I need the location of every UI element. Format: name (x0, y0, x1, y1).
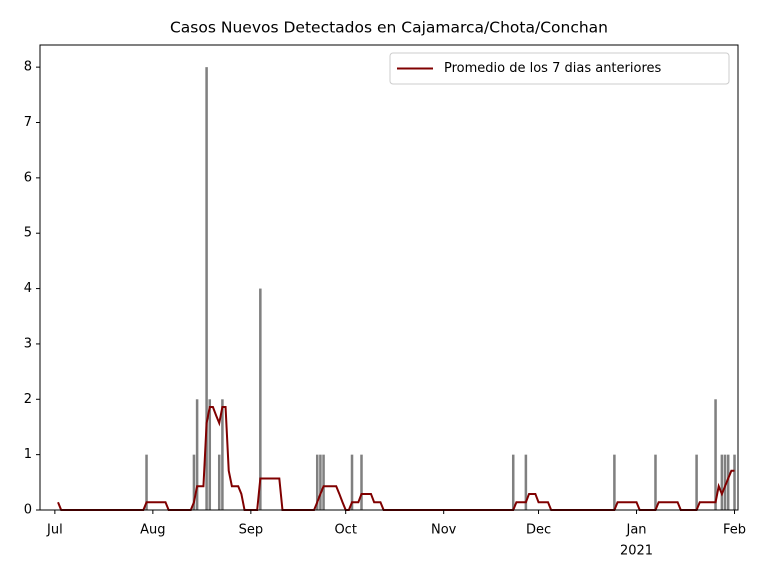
x-tick-label: Sep (239, 523, 264, 538)
x-tick-label: Oct (334, 523, 356, 538)
bar (360, 454, 363, 510)
bar (221, 399, 224, 510)
x-tick-label: Aug (140, 523, 165, 538)
bar (511, 454, 515, 510)
bar (695, 454, 698, 510)
legend-box (389, 52, 730, 85)
bar (192, 454, 196, 510)
bar (195, 399, 199, 510)
y-tick-label: 6 (24, 170, 32, 185)
bar (723, 454, 727, 510)
bar (654, 454, 657, 510)
bar (726, 454, 730, 510)
bar (720, 454, 724, 510)
bar (145, 454, 148, 510)
bar (208, 399, 212, 510)
y-tick-label: 3 (24, 336, 32, 351)
chart-title: Casos Nuevos Detectados en Cajamarca/Cho… (170, 19, 608, 37)
bar (322, 454, 325, 510)
x-tick-label: Jul (46, 523, 63, 538)
y-tick-label: 0 (24, 503, 32, 518)
y-tick-label: 5 (24, 226, 32, 241)
x-tick-label: Nov (431, 523, 457, 538)
bar (613, 454, 616, 510)
bar (714, 399, 717, 510)
bar (217, 454, 221, 510)
bar (315, 454, 319, 510)
y-tick-label: 4 (24, 281, 32, 296)
bar (733, 454, 736, 510)
plot-frame (39, 44, 739, 511)
x-tick-label: Feb (723, 523, 746, 538)
legend-label: Promedio de los 7 dias anteriores (444, 61, 661, 76)
bar (319, 454, 322, 510)
legend: Promedio de los 7 dias anteriores (389, 52, 730, 85)
y-tick-label: 1 (24, 447, 32, 462)
y-tick-label: 7 (24, 115, 32, 130)
bar (350, 454, 354, 510)
bar (205, 67, 208, 511)
x-tick-offset: 2021 (620, 544, 653, 559)
y-tick-label: 8 (24, 60, 32, 75)
y-tick-label: 2 (24, 392, 32, 407)
bar (524, 454, 528, 510)
x-tick-label: Jan (626, 523, 647, 538)
bar (259, 288, 262, 510)
x-tick-label: Dec (526, 523, 551, 538)
